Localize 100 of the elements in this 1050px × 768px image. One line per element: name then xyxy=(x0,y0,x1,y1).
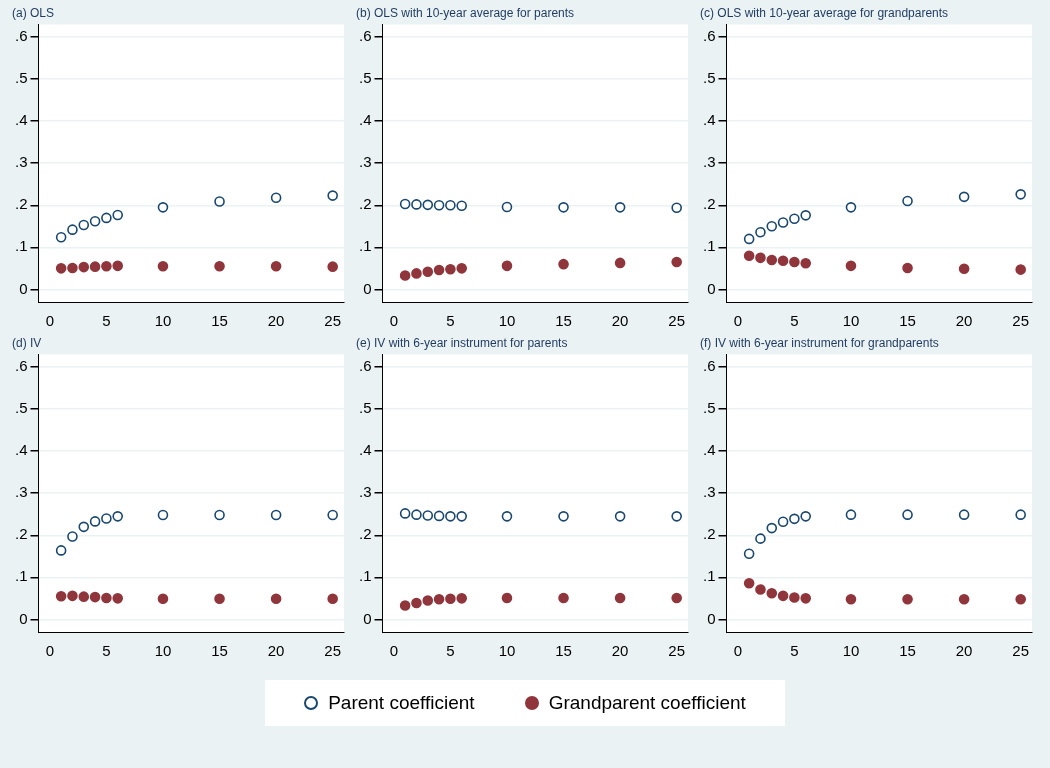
point xyxy=(800,511,812,522)
y-tick-label: .5 xyxy=(702,399,716,417)
y-tick-label: .6 xyxy=(358,27,372,45)
point xyxy=(445,199,456,211)
point xyxy=(55,231,67,243)
y-tick-label: .2 xyxy=(702,195,716,213)
point xyxy=(845,593,857,605)
y-tick-label: .4 xyxy=(358,441,372,459)
x-tick-label: 5 xyxy=(102,312,111,330)
chart-title: (b) OLS with 10-year average for parents xyxy=(356,5,575,20)
point xyxy=(422,510,434,521)
point xyxy=(456,200,468,211)
point xyxy=(55,263,67,274)
point xyxy=(399,198,411,210)
y-tick-label: 0 xyxy=(707,609,716,627)
point xyxy=(112,593,124,604)
point xyxy=(902,593,913,605)
point xyxy=(743,577,755,589)
y-tick-label: .6 xyxy=(14,27,28,45)
point xyxy=(777,590,789,602)
point xyxy=(55,545,67,556)
y-tick-label: 0 xyxy=(363,609,372,627)
x-tick-label: 0 xyxy=(389,642,398,660)
x-tick-label: 10 xyxy=(498,312,516,330)
x-tick-label: 15 xyxy=(211,312,228,330)
point xyxy=(411,509,422,520)
point xyxy=(766,220,778,232)
x-tick-label: 15 xyxy=(899,312,916,330)
point xyxy=(800,258,812,269)
point xyxy=(958,593,970,605)
x-tick-label: 10 xyxy=(154,642,172,660)
chart-title: (c) OLS with 10-year average for grandparents xyxy=(700,5,949,20)
point xyxy=(501,592,513,604)
point xyxy=(614,257,626,269)
x-tick-label: 20 xyxy=(267,642,285,660)
x-tick-label: 20 xyxy=(611,312,629,330)
x-tick-label: 0 xyxy=(389,312,398,330)
y-tick-label: .3 xyxy=(14,153,28,171)
point xyxy=(422,266,434,278)
point xyxy=(433,593,445,605)
x-tick-label: 20 xyxy=(611,642,629,660)
point xyxy=(766,522,778,534)
point xyxy=(777,516,789,528)
point xyxy=(327,593,338,605)
point xyxy=(270,192,282,203)
legend-label: Grandparent coefficient xyxy=(548,692,746,714)
point xyxy=(214,593,225,605)
y-tick-label: .6 xyxy=(358,357,372,375)
point xyxy=(270,509,282,521)
point xyxy=(766,254,778,266)
point xyxy=(101,212,112,224)
chart-title: (a) OLS xyxy=(12,5,55,20)
point xyxy=(755,533,766,544)
x-tick-label: 25 xyxy=(1012,642,1030,660)
point xyxy=(89,215,101,227)
point xyxy=(743,250,755,262)
y-tick-label: .2 xyxy=(358,195,372,213)
x-tick-label: 10 xyxy=(498,642,516,660)
y-tick-label: .5 xyxy=(14,399,28,417)
point xyxy=(89,591,101,603)
point xyxy=(67,531,78,542)
point xyxy=(411,597,422,609)
point xyxy=(777,255,789,267)
point xyxy=(789,513,800,525)
x-tick-label: 25 xyxy=(324,312,342,330)
y-tick-label: .2 xyxy=(14,195,28,213)
point xyxy=(671,592,682,604)
point xyxy=(456,511,468,522)
point xyxy=(1015,189,1026,200)
point xyxy=(112,209,124,221)
y-tick-label: .1 xyxy=(358,567,372,585)
y-tick-label: .5 xyxy=(358,69,372,87)
point xyxy=(671,511,682,522)
y-tick-label: .5 xyxy=(358,399,372,417)
x-tick-label: 5 xyxy=(446,642,455,660)
point xyxy=(558,202,569,213)
point xyxy=(902,262,913,274)
point xyxy=(800,593,812,604)
point xyxy=(743,233,755,245)
point xyxy=(101,592,112,604)
x-tick-label: 10 xyxy=(842,312,860,330)
y-tick-label: .3 xyxy=(702,483,716,501)
x-tick-label: 20 xyxy=(267,312,285,330)
point xyxy=(67,224,78,235)
point xyxy=(214,260,225,272)
point xyxy=(101,260,112,272)
x-tick-label: 0 xyxy=(45,312,54,330)
point xyxy=(614,511,626,522)
point xyxy=(78,261,90,273)
point xyxy=(422,595,434,606)
point xyxy=(445,511,456,522)
point xyxy=(501,260,513,272)
x-tick-label: 25 xyxy=(1012,312,1030,330)
point xyxy=(157,260,169,272)
point xyxy=(456,263,468,274)
point xyxy=(445,263,456,275)
y-tick-label: .1 xyxy=(358,237,372,255)
point xyxy=(766,588,778,599)
point xyxy=(501,201,513,213)
point xyxy=(157,509,169,521)
